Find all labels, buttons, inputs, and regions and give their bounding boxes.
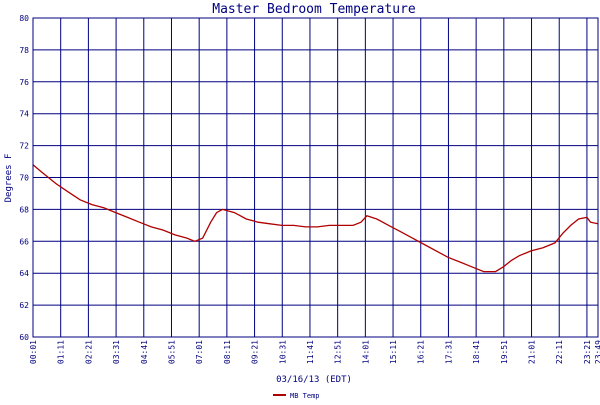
y-tick-labels: 60 62 64 66 68 70 72 74 76 78 80 [19,14,29,342]
x-tick-label: 22:11 [555,340,564,364]
x-tick-label: 10:31 [278,340,287,364]
x-tick-label: 12:51 [334,340,343,364]
y-tick-label: 76 [19,78,29,87]
legend: MB Temp [273,392,320,400]
x-tick-label: 02:21 [84,340,93,364]
series-layer [32,164,599,273]
series-line [32,164,599,273]
y-tick-label: 80 [19,14,29,23]
x-tick-label: 15:11 [389,340,398,364]
x-tick-labels: 00:01 01:11 02:21 03:31 04:41 05:51 07:01 08:11… [29,340,600,364]
y-tick-label: 68 [19,205,29,214]
x-tick-label: 14:01 [361,340,370,364]
x-tick-label: 21:01 [528,340,537,364]
chart-title: Master Bedroom Temperature [212,2,416,17]
x-tick-label: 03:31 [112,340,121,364]
x-tick-label: 19:51 [500,340,509,364]
plot-frame [32,17,599,338]
x-tick-label: 18:41 [472,340,481,364]
y-tick-label: 78 [19,46,29,55]
y-axis-label: Degrees F [4,154,14,203]
x-tick-label: 11:41 [306,340,315,364]
y-tick-label: 74 [19,110,29,119]
x-tick-label: 09:21 [251,340,260,364]
x-tick-label: 08:11 [223,340,232,364]
x-tick-label: 17:31 [444,340,453,364]
x-tick-label: 05:51 [167,340,176,364]
x-tick-label: 23:21 [583,340,592,364]
y-tick-label: 72 [19,142,29,151]
y-tick-label: 70 [19,174,29,183]
grid [32,17,599,338]
y-tick-label: 64 [19,269,29,278]
y-tick-label: 60 [19,333,29,342]
y-tick-label: 66 [19,237,29,246]
x-tick-label: 07:01 [195,340,204,364]
y-tick-label: 62 [19,301,29,310]
x-tick-label: 01:11 [57,340,66,364]
x-axis-label: 03/16/13 (EDT) [276,375,352,385]
x-tick-label: 04:41 [140,340,149,364]
x-tick-label: 16:21 [417,340,426,364]
x-tick-label: 00:01 [29,340,38,364]
x-tick-label: 23:49 [594,340,600,364]
legend-label: MB Temp [290,392,320,400]
